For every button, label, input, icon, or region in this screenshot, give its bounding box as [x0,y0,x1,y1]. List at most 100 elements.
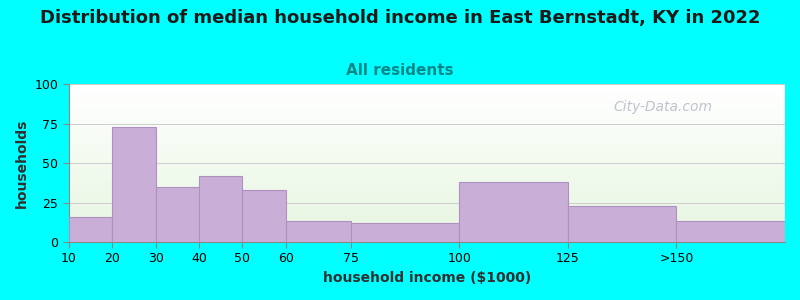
Bar [69,222,785,223]
Bar [69,205,785,206]
Bar [69,140,785,141]
Y-axis label: households: households [15,118,29,208]
Bar [69,164,785,165]
Bar [69,127,785,128]
Bar [69,121,785,122]
Bar [69,161,785,162]
Bar [69,151,785,152]
Bar [69,91,785,92]
Bar [69,92,785,93]
Bar [69,182,785,183]
Bar [69,241,785,242]
Bar [69,169,785,170]
Bar [69,100,785,101]
Bar [69,173,785,174]
Bar [69,157,785,158]
Bar [69,235,785,236]
Bar [69,181,785,182]
Bar [69,90,785,91]
Bar [69,237,785,238]
Bar [69,175,785,176]
X-axis label: household income ($1000): household income ($1000) [322,271,531,285]
Bar [69,206,785,207]
Bar [286,221,351,242]
Bar [69,150,785,151]
Bar [69,229,785,230]
Bar [69,141,785,142]
Bar [69,111,785,112]
Bar [69,168,785,169]
Bar [69,166,785,167]
Bar [69,106,785,107]
Bar [69,87,785,88]
Bar [69,233,785,234]
Bar [69,174,785,175]
Bar [69,131,785,132]
Bar [69,183,785,184]
Bar [69,170,785,171]
Bar [69,152,785,153]
Bar [69,231,785,232]
Bar [69,156,785,157]
Bar [69,208,785,209]
Bar [69,165,785,166]
Bar [69,98,785,99]
Bar [69,224,785,225]
Bar [69,84,785,85]
Bar [69,147,785,148]
Bar [69,178,785,179]
Bar [69,215,785,216]
Bar [69,155,785,156]
Bar [69,197,785,198]
Bar [69,105,785,106]
Bar [69,204,785,205]
Bar [69,86,785,87]
Bar [69,99,785,100]
Bar [69,193,785,194]
Bar [69,186,785,187]
Bar [69,211,785,212]
Bar [69,203,785,204]
Bar [69,93,785,94]
Bar [69,160,785,161]
Bar [69,232,785,233]
Bar [69,146,785,147]
Bar [69,207,785,208]
Bar [69,177,785,178]
Bar [69,217,112,242]
Bar [69,144,785,145]
Bar [69,202,785,203]
Bar [69,209,785,210]
Bar [69,130,785,131]
Bar [69,210,785,211]
Bar [69,185,785,186]
Bar [69,104,785,105]
Bar [69,195,785,196]
Bar [69,176,785,177]
Bar [69,137,785,138]
Bar [69,149,785,150]
Bar [69,116,785,117]
Bar [69,113,785,114]
Bar [69,218,785,219]
Bar [69,239,785,240]
Bar [199,176,242,242]
Bar [677,221,785,242]
Bar [69,201,785,202]
Bar [69,126,785,127]
Bar [69,134,785,135]
Bar [69,190,785,191]
Bar [69,236,785,237]
Bar [69,199,785,200]
Bar [69,123,785,124]
Bar [69,227,785,228]
Bar [69,102,785,103]
Bar [69,213,785,214]
Bar [69,228,785,229]
Bar [69,234,785,235]
Bar [69,226,785,227]
Bar [69,119,785,120]
Bar [69,112,785,113]
Bar [69,220,785,221]
Bar [69,97,785,98]
